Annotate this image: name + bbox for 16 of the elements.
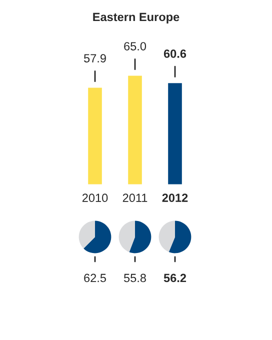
pie-slice	[118, 220, 135, 252]
data-label: 55.8	[124, 274, 146, 282]
pie-slice	[129, 220, 152, 254]
x-tick-label: 2010	[82, 194, 108, 202]
pie-slice	[84, 220, 112, 254]
data-label: 65.0	[124, 42, 146, 50]
data-label: 60.6	[164, 50, 186, 58]
chart-title: Eastern Europe	[93, 12, 180, 24]
pie-slice	[168, 220, 192, 254]
x-tick-label: 2012	[162, 194, 188, 202]
pie-slice	[158, 220, 175, 252]
data-label: 57.9	[84, 54, 106, 62]
data-label: 62.5	[84, 274, 106, 282]
pie-slice	[78, 220, 95, 248]
data-label: 56.2	[164, 274, 186, 282]
x-tick-label: 2011	[122, 194, 148, 202]
